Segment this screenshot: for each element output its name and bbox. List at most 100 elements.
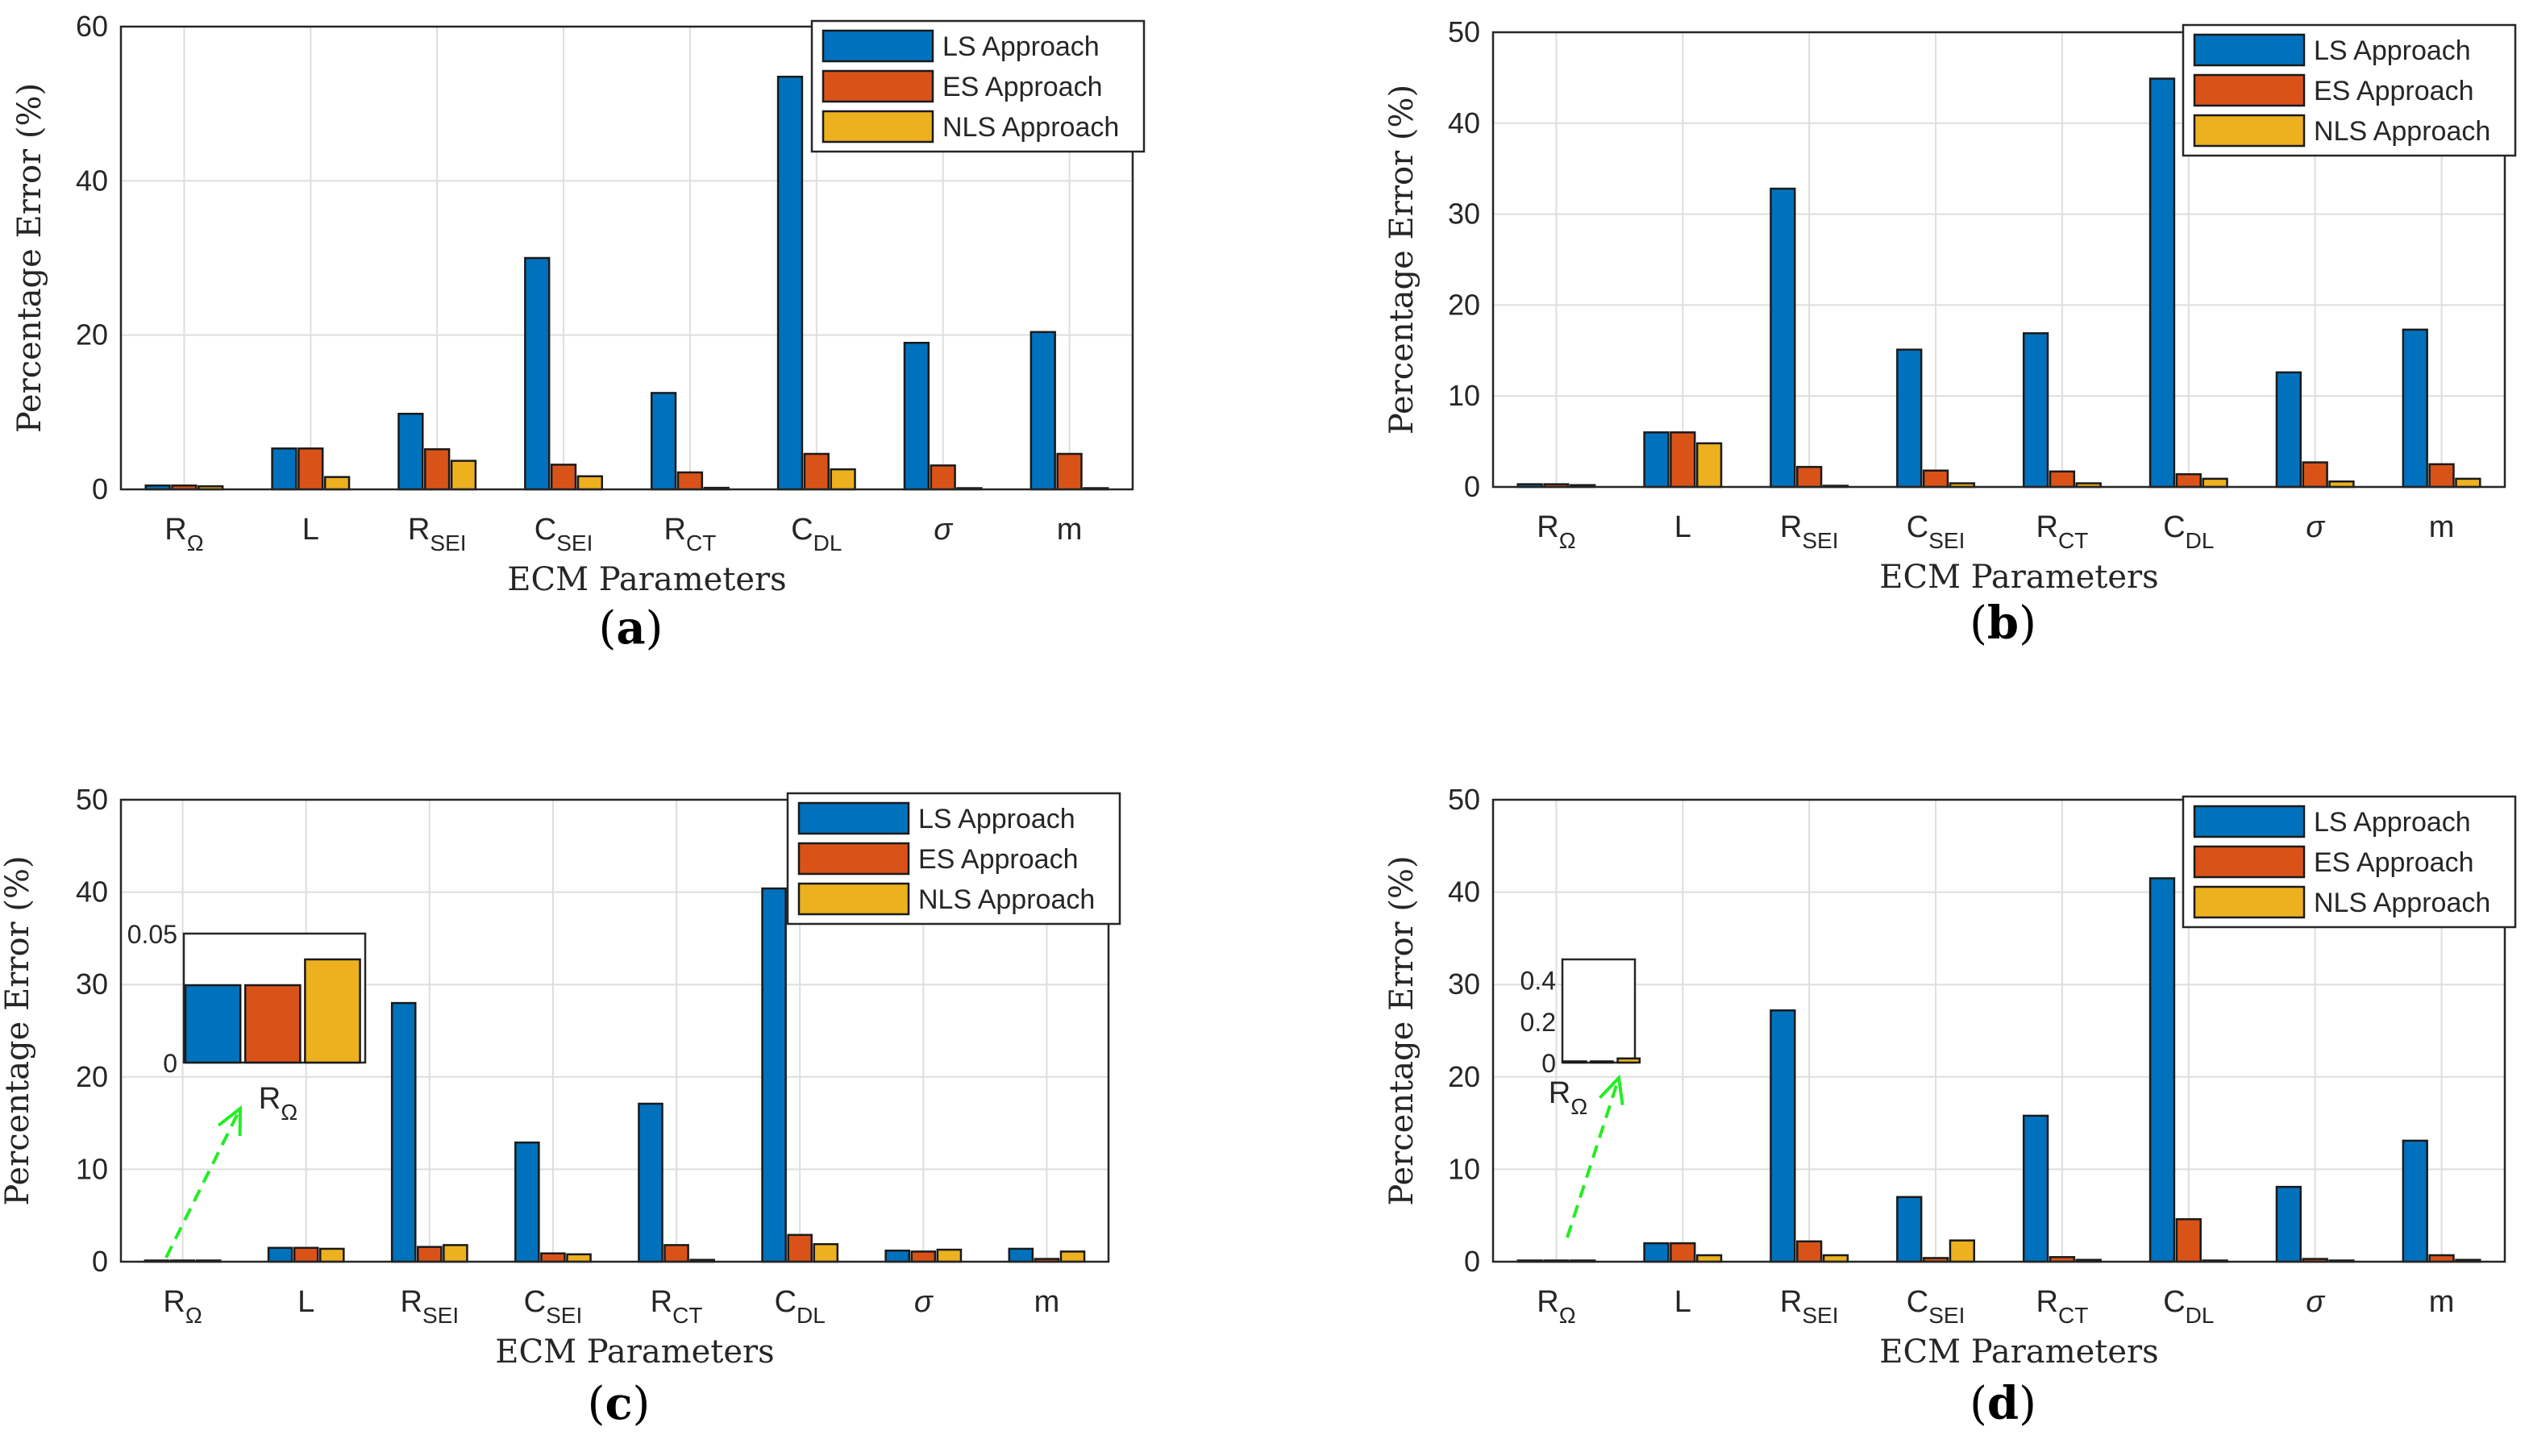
bar-es-approach-4 [540,1252,566,1263]
x-tick-label: σ [2306,510,2326,544]
bar-ls-approach-7 [2275,1185,2302,1263]
legend-label-ls-approach: LS Approach [942,31,1100,62]
x-tick-label: RSEI [401,1285,460,1328]
x-tick-label: RSEI [1780,1285,1839,1328]
x-tick-label: RΩ [164,513,203,555]
bar-nls-approach-3 [443,1244,468,1263]
legend-swatch-ls-approach [2193,33,2306,67]
x-tick-label: CDL [775,1285,826,1328]
y-tick-label: 40 [76,164,108,197]
y-tick-label: 60 [76,10,108,43]
inset-bar-nls-approach [304,958,361,1064]
bar-ls-approach-2 [1643,431,1670,489]
inset-y-tick-label: 0.4 [1520,967,1556,996]
legend-label-nls-approach: NLS Approach [918,884,1095,915]
bar-es-approach-6 [787,1233,813,1263]
panel-label: (a) [598,601,663,655]
bar-ls-approach-2 [267,1246,293,1263]
bar-ls-approach-5 [638,1102,663,1263]
bar-ls-approach-2 [1643,1242,1670,1263]
y-tick-label: 50 [1448,783,1480,816]
bar-es-approach-8 [1056,452,1083,491]
bar-nls-approach-6 [2202,477,2228,489]
inset-y-tick-label: 0 [163,1049,177,1078]
bar-es-approach-2 [1670,1242,1696,1263]
bar-ls-approach-5 [2022,1114,2049,1263]
bar-nls-approach-8 [1059,1250,1086,1263]
legend-swatch-ls-approach [822,29,934,63]
bar-es-approach-7 [930,464,956,491]
bar-es-approach-4 [550,464,577,491]
x-axis-label: ECM Parameters [495,1333,774,1371]
bar-nls-approach-7 [936,1248,963,1263]
x-axis-label: ECM Parameters [507,561,786,598]
y-tick-label: 0 [92,1245,108,1278]
y-tick-label: 40 [1448,106,1480,139]
legend: LS Approach ES Approach NLS Approach [786,792,1121,926]
y-axis-label: Percentage Error (%) [0,855,36,1205]
bar-nls-approach-2 [323,476,351,491]
y-tick-label: 20 [76,1060,108,1093]
legend-swatch-nls-approach [797,882,910,916]
x-tick-label: σ [2306,1285,2326,1319]
bar-ls-approach-4 [514,1141,540,1263]
bar-nls-approach-6 [830,468,856,491]
y-tick-label: 30 [76,967,108,1000]
x-tick-label: L [1674,1285,1691,1319]
inset-bar-es-approach [1590,1060,1614,1064]
bar-es-approach-3 [1796,465,1823,489]
bar-ls-approach-5 [2022,332,2049,489]
legend-swatch-es-approach [2193,845,2306,879]
x-tick-label: CSEI [1907,1285,1965,1328]
inset-y-tick-label: 0 [1541,1049,1556,1078]
bar-es-approach-5 [676,471,704,491]
bar-ls-approach-7 [884,1249,911,1263]
x-tick-label: CDL [2163,510,2214,553]
y-tick-label: 30 [1448,967,1480,1000]
legend-swatch-nls-approach [2193,114,2306,148]
bar-nls-approach-4 [566,1253,592,1263]
bar-es-approach-3 [424,448,451,491]
y-tick-label: 20 [1448,288,1480,321]
x-tick-label: RSEI [408,513,467,555]
bar-es-approach-6 [2175,472,2202,489]
inset-bar-ls-approach [184,984,242,1064]
bar-nls-approach-8 [2455,477,2481,489]
bar-ls-approach-8 [1029,331,1056,491]
panel-label: (c) [588,1377,651,1430]
x-tick-label: RΩ [1537,510,1575,553]
bar-es-approach-3 [417,1246,443,1263]
y-axis-label: Percentage Error (%) [1383,85,1420,435]
y-tick-label: 0 [1464,1245,1480,1278]
bar-es-approach-2 [293,1246,319,1263]
x-tick-label: σ [934,513,954,547]
legend: LS Approach ES Approach NLS Approach [2182,795,2517,929]
legend-swatch-nls-approach [822,110,934,144]
y-axis-label: Percentage Error (%) [11,83,48,433]
panel-label: (b) [1970,597,2036,650]
x-tick-label: RCT [664,513,717,555]
legend-label-ls-approach: LS Approach [918,804,1075,834]
x-tick-label: m [2429,1285,2455,1319]
y-tick-label: 40 [76,876,108,909]
bar-ls-approach-3 [390,1001,417,1263]
legend: LS Approach ES Approach NLS Approach [2182,23,2517,157]
legend: LS Approach ES Approach NLS Approach [810,19,1146,153]
legend-label-nls-approach: NLS Approach [942,112,1119,143]
x-tick-label: CDL [791,513,842,555]
x-tick-label: m [1034,1285,1060,1319]
bar-nls-approach-2 [318,1247,345,1263]
legend-label-es-approach: ES Approach [2314,847,2473,878]
inset-pointer-arrow [164,1108,242,1258]
y-tick-label: 10 [76,1152,108,1185]
x-tick-label: CSEI [524,1285,583,1328]
x-axis-label: ECM Parameters [1879,1333,2158,1371]
inset-bar-es-approach [243,984,302,1064]
legend-swatch-nls-approach [2193,885,2306,919]
bar-es-approach-6 [803,452,830,491]
y-tick-label: 40 [1448,876,1480,909]
axes-box [119,798,1110,1263]
bar-ls-approach-4 [1896,348,1923,489]
x-tick-label: CSEI [535,513,593,555]
bar-es-approach-8 [2428,463,2455,489]
